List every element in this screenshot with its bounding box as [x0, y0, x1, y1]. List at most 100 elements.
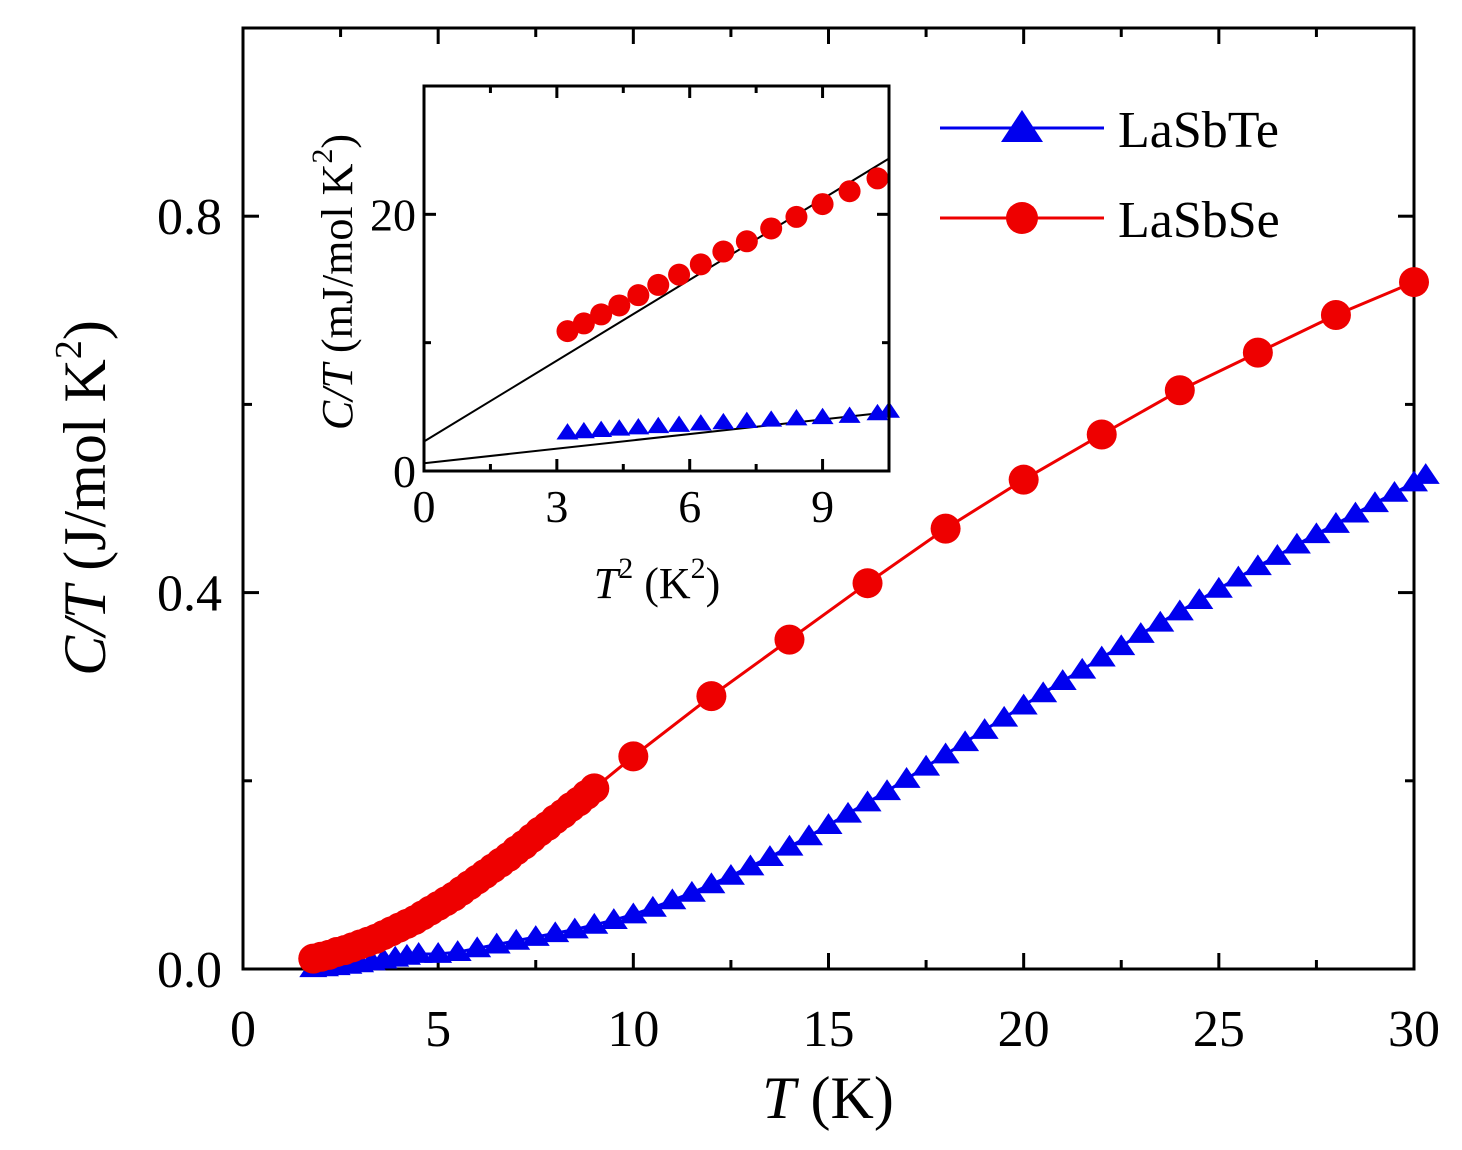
main-x-tick-label: 0 [230, 1001, 256, 1058]
inset-x-axis-title: T2 (K2) [594, 552, 721, 608]
inset-y-axis-title: C/T (mJ/mol K2) [306, 134, 362, 430]
data-point [1399, 267, 1429, 298]
data-point [696, 681, 727, 712]
inset-fit-lines [423, 157, 890, 465]
data-point [697, 872, 726, 894]
data-point [677, 880, 706, 902]
inset-data-point [647, 416, 670, 434]
main-x-axis-title: T (K) [762, 1065, 894, 1131]
main-y-tick-label: 0.8 [157, 189, 222, 246]
data-point [1321, 512, 1350, 533]
main-plot: 0 5 10 15 20 25 30 0.00.40.8 T (K) C/T (J/mol … [48, 26, 1440, 1131]
data-point [1360, 491, 1389, 513]
inset-data-point [838, 180, 861, 203]
inset-data-point [785, 409, 808, 426]
inset-data-point [556, 320, 579, 343]
data-point [579, 773, 610, 804]
data-point [1243, 554, 1272, 576]
inset-data-point [627, 284, 650, 307]
inset-data-point [811, 407, 834, 425]
inset-data-point [735, 411, 758, 428]
inset-data-point [712, 412, 735, 430]
data-point [990, 705, 1019, 727]
data-point [1087, 645, 1116, 667]
inset-series-lasbte [556, 401, 900, 440]
data-point [1146, 610, 1175, 632]
inset-data-point [760, 217, 783, 240]
legend-item-lasbse: LaSbSe [940, 192, 1280, 249]
data-point [930, 513, 961, 544]
data-point [892, 767, 921, 788]
data-point [658, 888, 687, 910]
fit-line-lasbse [423, 157, 890, 443]
series-lasbse [298, 267, 1429, 974]
data-point [424, 942, 453, 963]
main-y-tick-label: 0.0 [157, 942, 222, 999]
data-point [1048, 669, 1077, 690]
inset-data-point [689, 253, 712, 276]
inset-data-point [811, 193, 834, 216]
data-point [912, 754, 941, 776]
inset-y-tick-label: 0 [393, 446, 416, 497]
inset-series-group [556, 167, 900, 440]
data-point [931, 742, 960, 764]
inset-data-point [735, 230, 758, 253]
inset-data-point [712, 240, 735, 263]
data-point [1320, 300, 1351, 331]
data-point [1380, 480, 1409, 502]
data-point [1224, 565, 1253, 587]
inset-y-tick-label: 20 [370, 189, 416, 240]
data-point [834, 801, 863, 823]
main-x-tick-label: 30 [1388, 1001, 1440, 1058]
inset-data-point [785, 205, 808, 228]
legend-marker-circle-icon [1006, 202, 1038, 234]
inset-data-point [572, 421, 595, 439]
data-point [1068, 657, 1097, 679]
main-y-tick-labels: 0.0 0.4 0.8 [157, 189, 222, 999]
main-series-group [298, 267, 1440, 978]
data-point [873, 779, 902, 801]
inset-series-lasbse [556, 167, 889, 343]
inset-data-point [866, 167, 889, 190]
inset-data-point [590, 420, 613, 437]
main-axis-ticks [241, 26, 1416, 971]
inset-data-point [838, 406, 861, 423]
inset-data-point [668, 415, 691, 432]
data-point [755, 845, 784, 866]
inset-x-tick-label: 3 [545, 481, 568, 532]
inset-data-point [572, 312, 595, 335]
legend-label-lasbse: LaSbSe [1118, 192, 1280, 249]
main-y-tick-label: 0.4 [157, 566, 222, 623]
data-point [1242, 337, 1273, 368]
data-point [1107, 634, 1136, 656]
inset-x-tick-label: 9 [811, 481, 834, 532]
data-point [1302, 522, 1331, 544]
data-point [1185, 588, 1214, 610]
inset-data-point [689, 414, 712, 431]
data-point [638, 895, 667, 917]
data-point [599, 908, 628, 929]
data-point [814, 813, 843, 834]
inset-y-tick-labels: 0 20 [370, 189, 416, 497]
inset-data-point [760, 410, 783, 427]
data-point [736, 854, 765, 876]
inset-data-point [627, 418, 650, 435]
inset-data-point [608, 419, 631, 436]
series-lasbte [299, 463, 1440, 978]
fit-line-lasbte [423, 411, 890, 465]
inset-data-point [668, 263, 691, 286]
data-point [1263, 544, 1292, 565]
legend-item-lasbte: LaSbTe [940, 102, 1279, 159]
data-point [1165, 599, 1194, 621]
data-point [951, 730, 980, 752]
data-point [618, 741, 649, 772]
data-point [404, 942, 433, 963]
data-point [775, 834, 804, 856]
data-point [1411, 463, 1440, 484]
data-point [774, 624, 805, 655]
data-point [1126, 622, 1155, 643]
main-x-tick-label: 5 [425, 1001, 451, 1058]
main-x-tick-label: 10 [607, 1001, 659, 1058]
data-point [619, 902, 648, 924]
data-point [1008, 464, 1039, 495]
